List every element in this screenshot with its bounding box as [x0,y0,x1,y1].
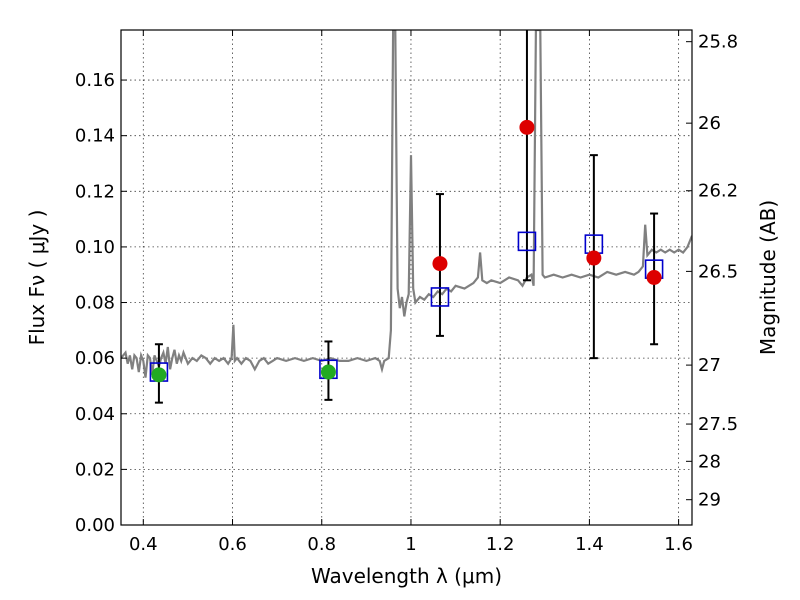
observed-points [151,119,662,383]
y-tick-label: 0.16 [75,70,115,91]
x-tick-label: 1 [405,534,416,555]
y2-tick-label: 28 [698,451,721,472]
y2-tick-label: 26.5 [698,261,738,282]
observed-point-marker [519,119,535,135]
y-axis-title: Flux Fν ( μJy ) [25,210,49,346]
y-tick-label: 0.14 [75,126,115,147]
spectrum-line [121,30,692,378]
x-axis-ticks: 0.4 0.6 0.8 1 1.2 1.4 1.6 [129,30,693,555]
x-axis-title: Wavelength λ (μm) [311,564,502,588]
y2-tick-label: 25.8 [698,32,738,53]
y2-tick-label: 27 [698,355,721,376]
plot-frame [120,29,693,526]
observed-point-marker [432,256,448,272]
y-tick-label: 0.08 [75,293,115,314]
grid-lines [121,30,692,525]
observed-point-marker [646,270,662,285]
y2-tick-label: 26 [698,113,721,134]
x-tick-label: 0.8 [307,534,336,555]
y-tick-label: 0.02 [75,459,115,480]
observed-point-marker [586,250,602,266]
y-axis-ticks: 0.00 0.02 0.04 0.06 0.08 0.10 0.12 0.14 0.16 [75,70,127,536]
spectrum-series [121,30,692,378]
y2-axis-title: Magnitude (AB) [756,200,780,355]
x-tick-label: 1.2 [486,534,515,555]
model-square-marker [430,287,450,307]
y2-axis-ticks: 25.8 26 26.2 26.5 27 27.5 28 29 [686,32,738,511]
y-tick-label: 0.04 [75,404,115,425]
x-tick-label: 1.4 [575,534,604,555]
y2-tick-label: 26.2 [698,181,738,202]
x-tick-label: 1.6 [664,534,693,555]
y-tick-label: 0.10 [75,237,115,258]
y2-tick-label: 27.5 [698,414,738,435]
observed-point-marker [320,364,336,380]
y-tick-label: 0.12 [75,181,115,202]
y-tick-label: 0.00 [75,515,115,536]
error-bars [154,30,659,404]
y-tick-label: 0.06 [75,348,115,369]
observed-point-marker [151,367,167,383]
x-tick-label: 0.4 [129,534,158,555]
model-square-marker [517,231,537,252]
x-tick-label: 0.6 [218,534,247,555]
y2-tick-label: 29 [698,490,721,511]
